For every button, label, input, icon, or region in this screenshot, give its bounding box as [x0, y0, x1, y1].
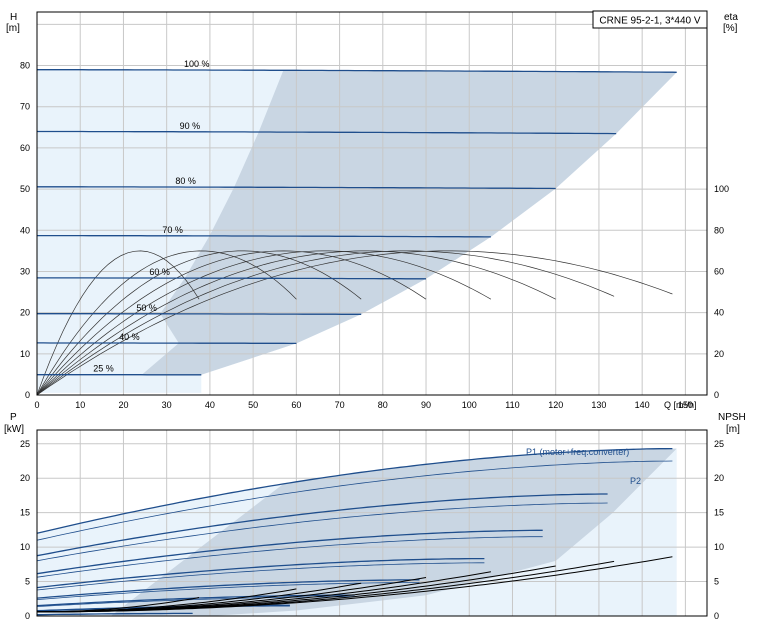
- p-axis-label: P: [10, 412, 17, 423]
- speed-label: 70 %: [162, 225, 183, 235]
- speed-label: 25 %: [93, 364, 114, 374]
- h-tick-label: 30: [20, 266, 30, 276]
- x-tick-label: 80: [378, 400, 388, 410]
- x-tick-label: 90: [421, 400, 431, 410]
- speed-label: 40 %: [119, 332, 140, 342]
- npsh-tick-label: 20: [714, 473, 724, 483]
- npsh-axis-unit: [m]: [726, 424, 740, 435]
- npsh-axis-label: NPSH: [718, 412, 746, 423]
- h-axis-unit: [m]: [6, 23, 20, 34]
- eta-tick-label: 40: [714, 308, 724, 318]
- x-tick-label: 50: [248, 400, 258, 410]
- qh-curve: [37, 314, 361, 315]
- x-tick-label: 20: [118, 400, 128, 410]
- p-tick-label: 20: [20, 473, 30, 483]
- x-tick-label: 100: [462, 400, 477, 410]
- npsh-tick-label: 15: [714, 508, 724, 518]
- h-tick-label: 50: [20, 184, 30, 194]
- h-tick-label: 20: [20, 308, 30, 318]
- eta-tick-label: 100: [714, 184, 729, 194]
- npsh-tick-label: 25: [714, 439, 724, 449]
- speed-label: 90 %: [180, 121, 201, 131]
- p1-series-label: P1 (motor+freq.converter): [526, 447, 629, 457]
- eta-tick-label: 80: [714, 225, 724, 235]
- h-tick-label: 80: [20, 61, 30, 71]
- p-tick-label: 5: [25, 577, 30, 587]
- h-tick-label: 40: [20, 225, 30, 235]
- x-tick-label: 10: [75, 400, 85, 410]
- p-tick-label: 10: [20, 542, 30, 552]
- p2-series-label: P2: [630, 476, 641, 486]
- x-tick-label: 120: [548, 400, 563, 410]
- npsh-tick-label: 10: [714, 542, 724, 552]
- p-axis-unit: [kW]: [4, 424, 24, 435]
- x-tick-label: 130: [591, 400, 606, 410]
- speed-label: 60 %: [149, 267, 170, 277]
- x-tick-label: 60: [291, 400, 301, 410]
- eta-tick-label: 60: [714, 266, 724, 276]
- npsh-tick-label: 0: [714, 611, 719, 621]
- q-axis-label: Q [m³/h]: [664, 400, 697, 410]
- h-axis-label: H: [10, 12, 17, 23]
- speed-label: 80 %: [175, 176, 196, 186]
- p-tick-label: 25: [20, 439, 30, 449]
- speed-label: 100 %: [184, 59, 210, 69]
- h-tick-label: 60: [20, 143, 30, 153]
- chart-title: CRNE 95-2-1, 3*440 V: [599, 16, 700, 27]
- eta-tick-label: 0: [714, 390, 719, 400]
- p-tick-label: 15: [20, 508, 30, 518]
- x-tick-label: 30: [162, 400, 172, 410]
- qh-curve: [37, 343, 296, 344]
- eta-tick-label: 20: [714, 349, 724, 359]
- p-tick-label: 0: [25, 611, 30, 621]
- npsh-tick-label: 5: [714, 577, 719, 587]
- eta-axis-label: eta: [724, 12, 738, 23]
- x-tick-label: 0: [34, 400, 39, 410]
- x-tick-label: 40: [205, 400, 215, 410]
- speed-label: 50 %: [136, 303, 157, 313]
- x-tick-label: 140: [635, 400, 650, 410]
- h-tick-label: 70: [20, 102, 30, 112]
- x-tick-label: 110: [505, 400, 519, 410]
- eta-axis-unit: [%]: [723, 23, 738, 34]
- h-tick-label: 10: [20, 349, 30, 359]
- h-tick-label: 0: [25, 390, 30, 400]
- operating-area: [37, 70, 677, 393]
- x-tick-label: 70: [335, 400, 345, 410]
